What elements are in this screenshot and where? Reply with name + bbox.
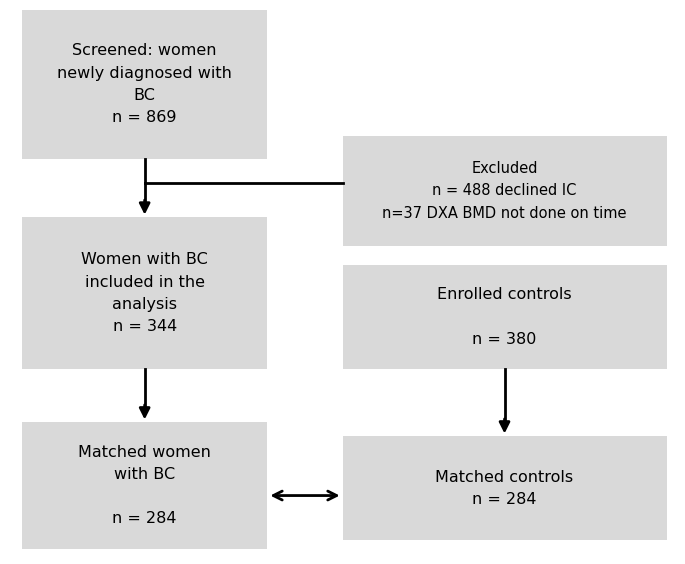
FancyBboxPatch shape [22, 10, 267, 158]
Text: Excluded
n = 488 declined IC
n=37 DXA BMD not done on time: Excluded n = 488 declined IC n=37 DXA BM… [382, 161, 627, 221]
FancyBboxPatch shape [342, 437, 667, 540]
FancyBboxPatch shape [342, 136, 667, 245]
Text: Screened: women
newly diagnosed with
BC
n = 869: Screened: women newly diagnosed with BC … [58, 43, 232, 125]
FancyBboxPatch shape [22, 218, 267, 369]
FancyBboxPatch shape [22, 422, 267, 549]
FancyBboxPatch shape [342, 265, 667, 369]
Text: Matched controls
n = 284: Matched controls n = 284 [436, 470, 573, 507]
Text: Enrolled controls

n = 380: Enrolled controls n = 380 [437, 288, 572, 347]
Text: Matched women
with BC

n = 284: Matched women with BC n = 284 [78, 444, 211, 526]
Text: Women with BC
included in the
analysis
n = 344: Women with BC included in the analysis n… [82, 253, 208, 334]
